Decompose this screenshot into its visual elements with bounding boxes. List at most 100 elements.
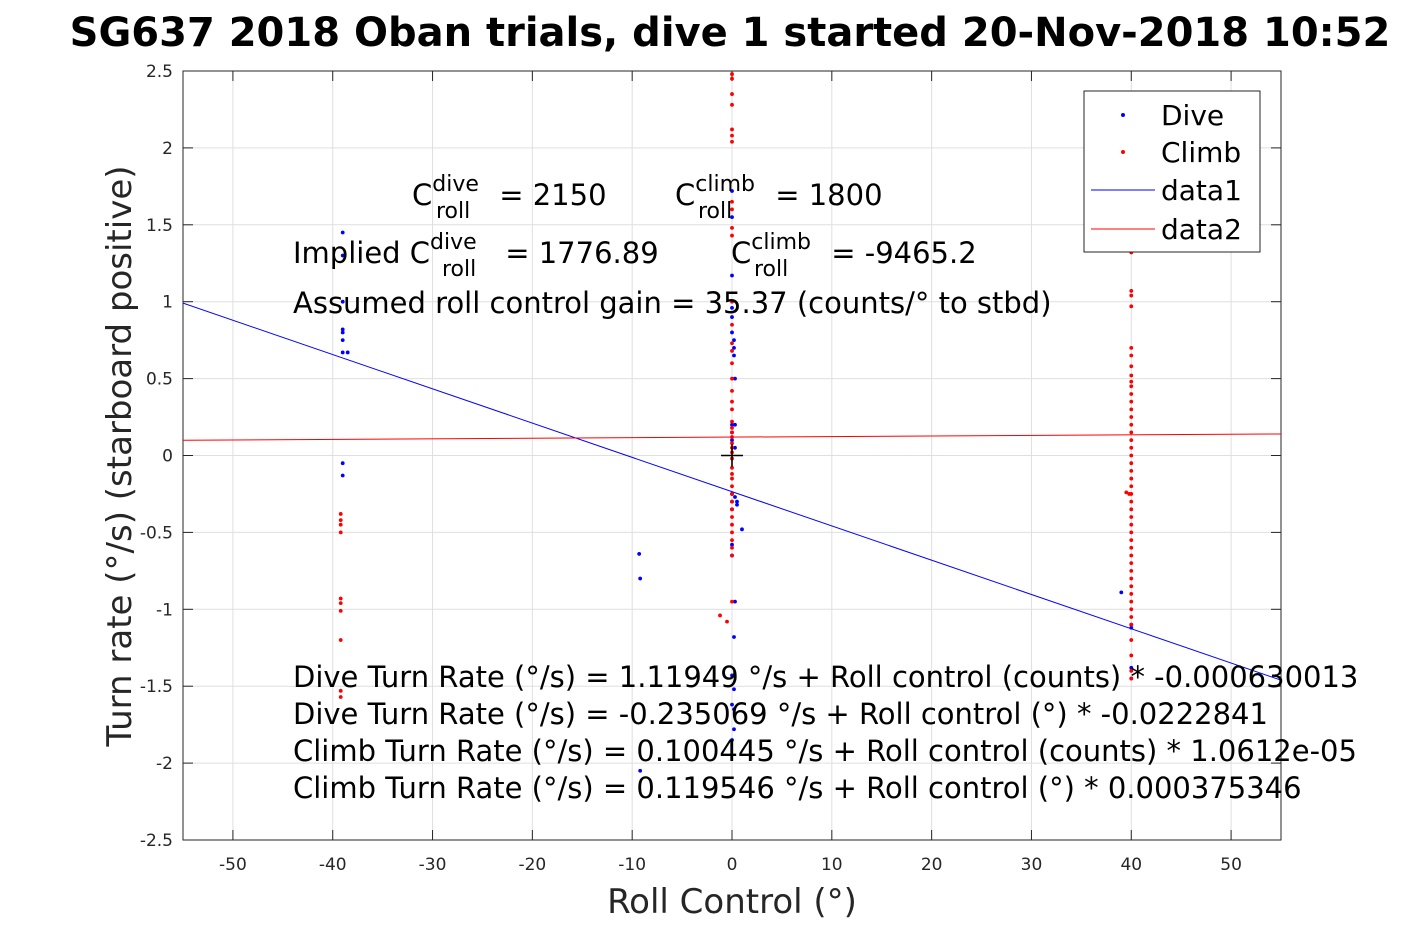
climb-point (338, 512, 343, 516)
dive-point (730, 542, 734, 547)
y-tick-label: -1 (156, 600, 173, 620)
dive-degrees-equation: Dive Turn Rate (°/s) = -0.235069 °/s + R… (293, 697, 1268, 731)
dive-point (730, 702, 734, 707)
climb-point (338, 518, 343, 522)
climb-point (730, 484, 734, 489)
climb-point (338, 688, 343, 693)
climb-counts-equation: Climb Turn Rate (°/s) = 0.100445 °/s + R… (293, 734, 1357, 768)
climb-point (730, 199, 734, 204)
climb-point (338, 601, 343, 606)
climb-point (1129, 607, 1134, 612)
dive-point (730, 305, 734, 310)
dive-point (340, 338, 345, 343)
climb-point (1124, 490, 1129, 495)
implied-dive-annotation: Implied Cdive roll = 1776.89 (293, 230, 659, 282)
climb-point (1129, 407, 1134, 412)
climb-point (1129, 568, 1134, 573)
dive-point (638, 768, 643, 773)
dive-point (340, 350, 345, 355)
climb-point (730, 530, 734, 535)
y-tick-label: -0.5 (140, 523, 173, 543)
climb-degrees-equation: Climb Turn Rate (°/s) = 0.119546 °/s + R… (293, 771, 1302, 805)
climb-point (730, 361, 734, 366)
climb-point (730, 507, 734, 512)
dive-point (733, 376, 737, 381)
x-tick-label: -40 (319, 855, 347, 875)
x-axis-label: Roll Control (°) (607, 882, 857, 922)
dive-point (732, 338, 736, 343)
dive-point (340, 473, 345, 478)
climb-point (1129, 445, 1134, 450)
climb-point (1129, 507, 1134, 512)
annotations: Cdive roll = 2150 Cclimb roll = 1800 Impli… (293, 172, 1358, 805)
climb-point (1129, 384, 1134, 389)
x-tick-label: 40 (1120, 855, 1142, 875)
dive-point (340, 461, 345, 466)
climb-point (730, 599, 734, 604)
dive-point (732, 727, 736, 732)
climb-point (1129, 622, 1134, 627)
climb-point (1129, 553, 1134, 558)
dive-point (730, 315, 734, 319)
climb-point (1129, 476, 1134, 481)
climb-point (1129, 392, 1134, 396)
x-tick-label: 20 (921, 855, 943, 875)
climb-point (730, 425, 734, 430)
x-tick-label: -50 (219, 855, 247, 875)
climb-point (730, 92, 734, 96)
climb-point (338, 522, 343, 527)
dive-point (733, 422, 737, 427)
climb-point (730, 430, 734, 435)
x-tick-label: 50 (1220, 855, 1242, 875)
climb-point (1129, 515, 1134, 519)
climb-point (1129, 522, 1134, 527)
y-tick-label: 1.5 (146, 216, 173, 236)
climb-point (1129, 538, 1134, 542)
climb-point (1129, 653, 1134, 658)
climb-point (1129, 638, 1134, 642)
dive-point (730, 422, 734, 427)
climb-point (1129, 499, 1134, 504)
climb-point (730, 476, 734, 481)
data2-fit-line (183, 433, 1281, 441)
dive-point (340, 330, 345, 335)
x-tick-label: 30 (1021, 855, 1043, 875)
climb-point (338, 608, 343, 613)
implied-climb-annotation: Cclimb roll = -9465.2 (731, 230, 977, 282)
climb-point (730, 441, 734, 446)
roll-gain-annotation: Assumed roll control gain = 35.37 (count… (293, 286, 1052, 320)
climb-point (1129, 293, 1134, 298)
climb-point (1129, 584, 1134, 589)
climb-point (725, 619, 729, 624)
climb-point (730, 299, 734, 304)
dive-point (730, 215, 734, 220)
dive-point (740, 527, 744, 532)
climb-point (730, 72, 734, 76)
climb-point (1129, 373, 1134, 378)
y-tick-label: 0 (162, 447, 173, 467)
climb-point (730, 349, 734, 353)
legend-data2-label: data2 (1161, 213, 1242, 246)
climb-point (338, 530, 343, 535)
legend-data1-label: data1 (1161, 174, 1242, 207)
climb-point (718, 613, 722, 618)
dive-point (730, 673, 734, 678)
climb-point (730, 499, 734, 504)
dive-point (735, 502, 739, 507)
climb-point (1129, 492, 1134, 496)
axis-ticks: -50 -40 -30 -20 -10 0 10 20 30 40 50-2.5-2-1.5-1-0… (140, 62, 1281, 875)
dive-point (733, 495, 737, 499)
dive-point (732, 353, 736, 358)
dive-point (340, 299, 345, 304)
climb-point (338, 596, 343, 601)
climb-point (338, 695, 343, 699)
dive-point (730, 273, 734, 278)
climb-point (1129, 668, 1134, 673)
climb-point (730, 465, 734, 470)
climb-point (730, 233, 734, 238)
climb-point (1129, 592, 1134, 596)
dive-point (637, 552, 642, 556)
climb-point (730, 407, 734, 412)
climb-point (730, 322, 734, 327)
